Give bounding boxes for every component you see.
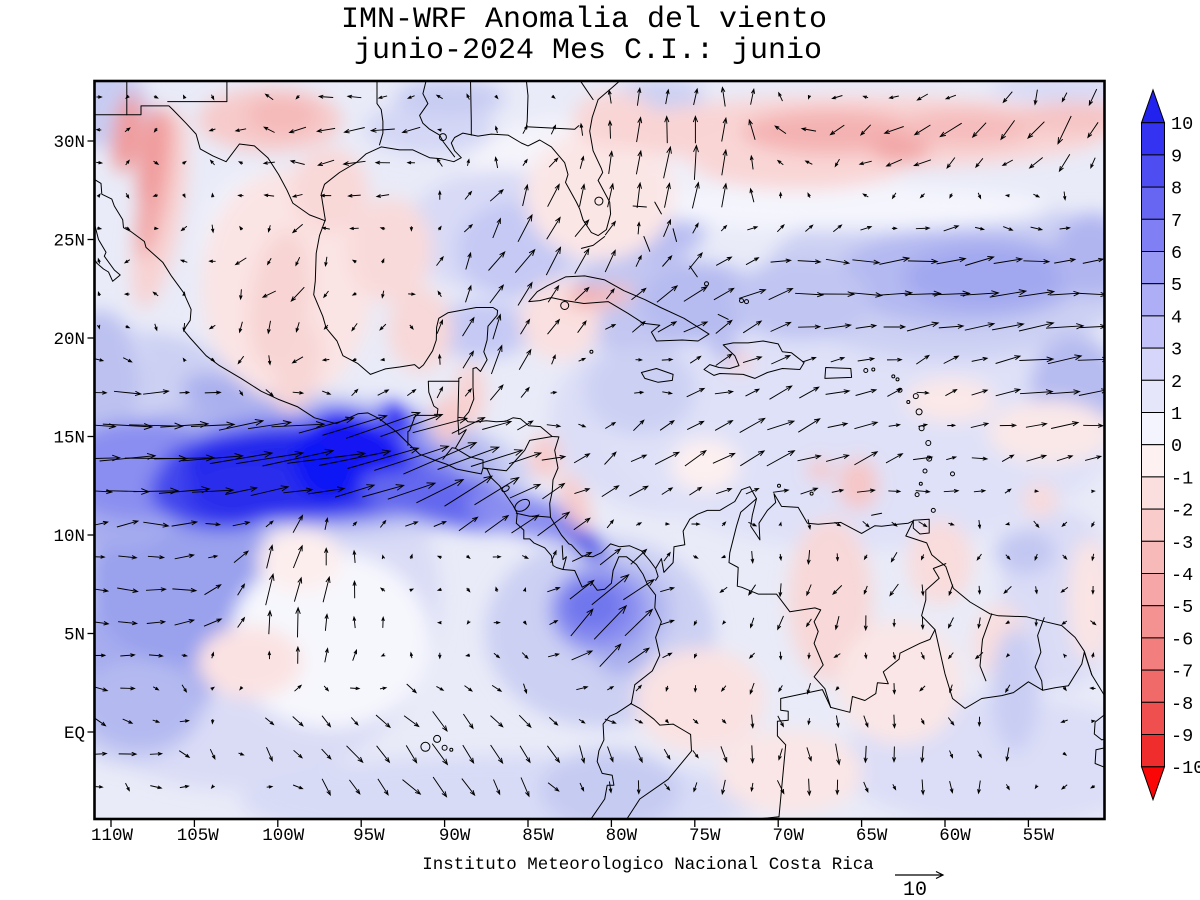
svg-text:-10: -10 [1171,758,1200,779]
svg-text:25N: 25N [53,232,85,252]
svg-text:-3: -3 [1171,533,1193,554]
svg-text:7: 7 [1171,211,1182,232]
svg-text:-5: -5 [1171,597,1193,618]
svg-text:10: 10 [903,879,927,900]
svg-text:65W: 65W [856,826,888,846]
svg-text:10: 10 [1171,114,1193,135]
svg-text:-2: -2 [1171,501,1193,522]
svg-text:110W: 110W [91,826,134,846]
svg-text:80W: 80W [606,826,638,846]
svg-text:1: 1 [1171,404,1182,425]
svg-text:Instituto Meteorologico Nacion: Instituto Meteorologico Nacional Costa R… [422,855,874,875]
svg-text:0: 0 [1171,436,1182,457]
svg-text:5N: 5N [64,626,85,646]
svg-text:5: 5 [1171,275,1182,296]
svg-text:EQ: EQ [64,724,85,744]
svg-text:15N: 15N [53,429,85,449]
svg-text:30N: 30N [53,133,85,153]
svg-text:3: 3 [1171,340,1182,361]
svg-text:9: 9 [1171,146,1182,167]
svg-text:90W: 90W [439,826,471,846]
svg-text:20N: 20N [53,330,85,350]
svg-text:-6: -6 [1171,629,1193,650]
svg-text:10N: 10N [53,527,85,547]
svg-text:95W: 95W [353,826,385,846]
svg-text:2: 2 [1171,372,1182,393]
svg-text:85W: 85W [522,826,554,846]
svg-text:60W: 60W [939,826,971,846]
svg-text:6: 6 [1171,243,1182,264]
svg-text:IMN-WRF Anomalia del viento: IMN-WRF Anomalia del viento [341,3,827,37]
svg-text:4: 4 [1171,307,1182,328]
svg-text:junio-2024 Mes C.I.: junio: junio-2024 Mes C.I.: junio [354,34,822,68]
svg-text:-4: -4 [1171,565,1193,586]
svg-text:-1: -1 [1171,468,1193,489]
svg-text:-7: -7 [1171,662,1193,683]
svg-text:-9: -9 [1171,726,1193,747]
svg-text:55W: 55W [1023,826,1055,846]
svg-text:100W: 100W [262,826,305,846]
svg-text:-8: -8 [1171,694,1193,715]
svg-text:8: 8 [1171,179,1182,200]
svg-text:70W: 70W [772,826,804,846]
svg-text:75W: 75W [689,826,721,846]
svg-text:105W: 105W [177,826,220,846]
